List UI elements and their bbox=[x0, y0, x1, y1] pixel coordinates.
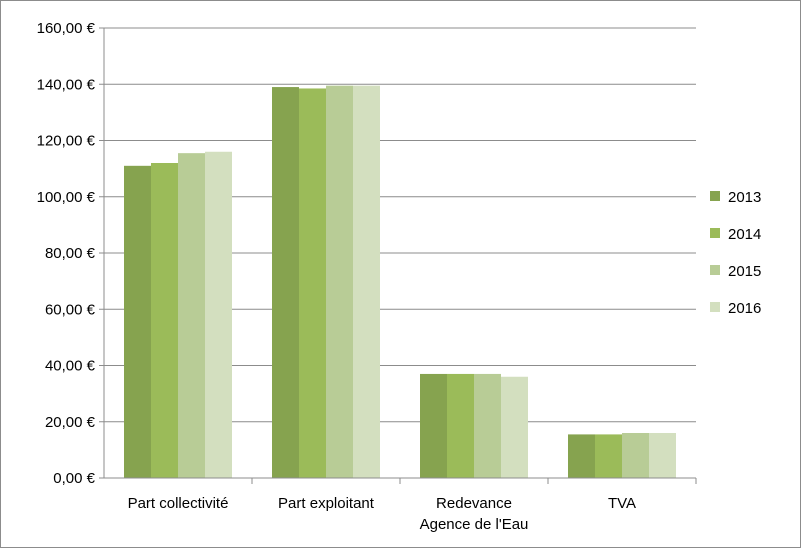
bar-2013 bbox=[124, 165, 151, 478]
y-tick-labels: 0,00 € 20,00 € 40,00 € 60,00 € 80,00 € 100,00… bbox=[37, 20, 96, 487]
y-tick-label: 100,00 € bbox=[37, 189, 96, 206]
x-category-label: Part exploitant bbox=[278, 495, 375, 512]
legend-swatch-2015 bbox=[710, 265, 720, 275]
bar-2016 bbox=[353, 85, 380, 478]
x-category-label: Agence de l'Eau bbox=[420, 516, 529, 533]
x-category-labels: Part collectivité Part exploitant Redevanc… bbox=[128, 495, 636, 533]
legend-label: 2016 bbox=[728, 300, 761, 317]
x-category-label: Redevance bbox=[436, 495, 512, 512]
bar-2016 bbox=[205, 151, 232, 478]
bar-2016 bbox=[501, 376, 528, 478]
bar-2014 bbox=[151, 163, 178, 478]
y-tick-label: 160,00 € bbox=[37, 20, 96, 37]
bar-2016 bbox=[649, 433, 676, 478]
y-tick-label: 0,00 € bbox=[53, 470, 95, 487]
y-tick-label: 40,00 € bbox=[45, 358, 96, 375]
bar-2014 bbox=[447, 373, 474, 478]
bar-2015 bbox=[622, 433, 649, 478]
bar-2014 bbox=[595, 434, 622, 478]
y-tick-label: 60,00 € bbox=[45, 301, 96, 318]
y-tick-label: 120,00 € bbox=[37, 133, 96, 150]
x-category-label: TVA bbox=[608, 495, 636, 512]
legend-label: 2014 bbox=[728, 226, 761, 243]
bar-2013 bbox=[568, 434, 595, 478]
bar-2013 bbox=[420, 373, 447, 478]
legend-label: 2013 bbox=[728, 189, 761, 206]
legend-swatch-2014 bbox=[710, 228, 720, 238]
bar-2015 bbox=[474, 373, 501, 478]
legend-label: 2015 bbox=[728, 263, 761, 280]
bar-2013 bbox=[272, 87, 299, 478]
bar-2015 bbox=[326, 85, 353, 478]
y-tick-label: 80,00 € bbox=[45, 245, 96, 262]
axes bbox=[99, 27, 697, 484]
bar-2014 bbox=[299, 88, 326, 478]
bar-2015 bbox=[178, 153, 205, 478]
x-category-label: Part collectivité bbox=[128, 495, 229, 512]
legend-swatch-2016 bbox=[710, 302, 720, 312]
bars bbox=[124, 85, 676, 478]
legend: 2013 2014 2015 2016 bbox=[710, 189, 761, 317]
y-tick-label: 20,00 € bbox=[45, 414, 96, 431]
legend-swatch-2013 bbox=[710, 191, 720, 201]
y-tick-label: 140,00 € bbox=[37, 76, 96, 93]
